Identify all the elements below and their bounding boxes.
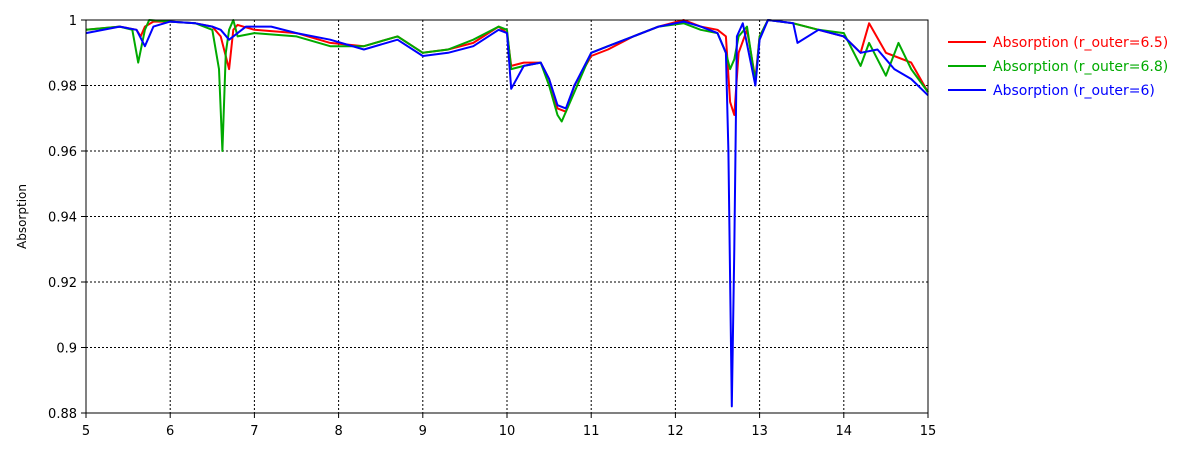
x-tick-label: 11 <box>583 424 600 439</box>
y-tick-label: 0.9 <box>56 342 77 357</box>
y-tick-label: 0.88 <box>48 407 77 422</box>
x-tick-label: 9 <box>419 424 427 439</box>
x-tick-label: 13 <box>751 424 768 439</box>
y-tick-label: 1 <box>69 14 77 29</box>
x-tick-label: 6 <box>166 424 174 439</box>
x-tick-label: 7 <box>250 424 258 439</box>
x-tick-label: 10 <box>499 424 516 439</box>
grid-lines <box>86 20 928 413</box>
legend-label: Absorption (r_outer=6.5) <box>993 35 1168 51</box>
y-tick-label: 0.92 <box>48 276 77 291</box>
x-tick-label: 15 <box>920 424 937 439</box>
axis-ticks: 5 6 7 8 9 10 11 12 13 14 15 0.88 0.9 0.92 0.94 0.96 0.98… <box>48 14 936 439</box>
x-tick-label: 14 <box>836 424 853 439</box>
legend-label: Absorption (r_outer=6) <box>993 83 1155 99</box>
legend-label: Absorption (r_outer=6.8) <box>993 59 1168 75</box>
y-axis-title: Absorption <box>15 184 29 249</box>
x-tick-label: 12 <box>667 424 684 439</box>
x-tick-label: 5 <box>82 424 90 439</box>
series-line-3 <box>85 19 929 408</box>
y-tick-label: 0.96 <box>48 145 77 160</box>
x-tick-label: 8 <box>334 424 342 439</box>
legend: Absorption (r_outer=6.5) Absorption (r_ou… <box>948 35 1168 99</box>
y-tick-label: 0.94 <box>48 211 77 226</box>
series-lines <box>85 19 929 408</box>
y-tick-label: 0.98 <box>48 80 77 95</box>
